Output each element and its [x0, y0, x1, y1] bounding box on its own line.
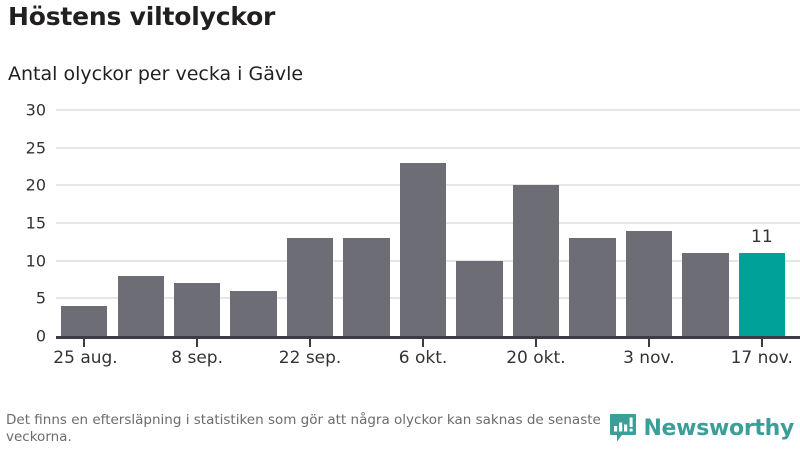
bar[interactable] — [569, 238, 616, 336]
y-axis-tick-label: 5 — [35, 288, 46, 308]
y-axis-tick-label: 0 — [35, 326, 46, 346]
page-title: Höstens viltolyckor — [8, 2, 276, 31]
bar-slot: 11 — [734, 110, 790, 336]
bar[interactable] — [343, 238, 390, 336]
footnote-text: Det finns en eftersläpning i statistiken… — [6, 412, 601, 445]
y-axis-tick-label: 30 — [25, 100, 46, 120]
x-axis-tick-label: 25 aug. — [53, 348, 118, 368]
bar-slot — [169, 110, 225, 336]
bar-slot — [564, 110, 620, 336]
bar[interactable] — [682, 253, 729, 336]
bar[interactable] — [625, 230, 673, 336]
bar[interactable] — [738, 253, 785, 336]
chart-footer: Det finns en eftersläpning i statistiken… — [0, 405, 800, 450]
bar-slot — [395, 110, 451, 336]
logo-wordmark: Newsworthy — [643, 415, 794, 441]
y-axis: 0 5 10 15 20 25 30 — [0, 101, 46, 346]
gridline — [56, 109, 800, 111]
x-axis-tick-label: 20 okt. — [506, 348, 566, 368]
x-axis-tick — [647, 339, 650, 347]
bar[interactable] — [512, 185, 560, 336]
gridline — [56, 146, 800, 149]
bar-slot — [677, 110, 733, 336]
bar-slot — [112, 110, 168, 336]
bar-slot — [56, 110, 112, 336]
x-axis-tick — [309, 339, 312, 347]
bar[interactable] — [174, 283, 221, 336]
bar-chart-speech-bubble-icon — [609, 413, 637, 443]
x-axis-tick — [760, 339, 763, 347]
x-axis-line — [56, 336, 800, 339]
x-axis-tick-label: 8 sep. — [171, 348, 224, 368]
x-axis-ticks — [56, 339, 790, 347]
bar[interactable] — [399, 162, 447, 336]
newsworthy-logo[interactable]: Newsworthy — [609, 413, 794, 443]
x-axis-tick — [422, 339, 424, 347]
bar-slot — [621, 110, 677, 336]
x-axis-tick-label: 6 okt. — [398, 348, 448, 368]
bar-slot — [225, 110, 281, 336]
chart-subtitle: Antal olyckor per vecka i Gävle — [8, 63, 304, 85]
bar[interactable] — [230, 290, 277, 336]
y-axis-tick-label: 25 — [25, 138, 46, 158]
bar-series: 11 — [56, 110, 790, 336]
bar-slot — [338, 110, 394, 336]
x-axis-labels: 25 aug. 8 sep. 22 sep. 6 okt. 20 okt. 3 nov. 1… — [53, 348, 793, 374]
x-axis-tick — [196, 339, 199, 347]
y-axis-tick-label: 20 — [25, 175, 46, 195]
y-axis-tick-label: 15 — [25, 213, 46, 233]
x-axis-tick-label: 17 nov. — [730, 348, 793, 368]
bar[interactable] — [456, 260, 503, 336]
x-axis-tick — [534, 339, 537, 347]
x-axis-tick — [83, 339, 86, 347]
chart-plot-area: 0 5 10 15 20 25 30 11 25 aug. 8 sep. 22 sep. 6 ok… — [0, 101, 800, 368]
bar[interactable] — [61, 305, 108, 336]
x-axis-tick-label: 3 nov. — [623, 348, 675, 368]
bar-slot — [451, 110, 507, 336]
bar[interactable] — [286, 238, 334, 336]
x-axis-tick-label: 22 sep. — [278, 348, 342, 368]
y-axis-tick-label: 10 — [25, 251, 46, 271]
bar-slot — [508, 110, 564, 336]
bar[interactable] — [117, 275, 164, 336]
bar-value-label: 11 — [751, 227, 773, 248]
bar-slot — [282, 110, 338, 336]
